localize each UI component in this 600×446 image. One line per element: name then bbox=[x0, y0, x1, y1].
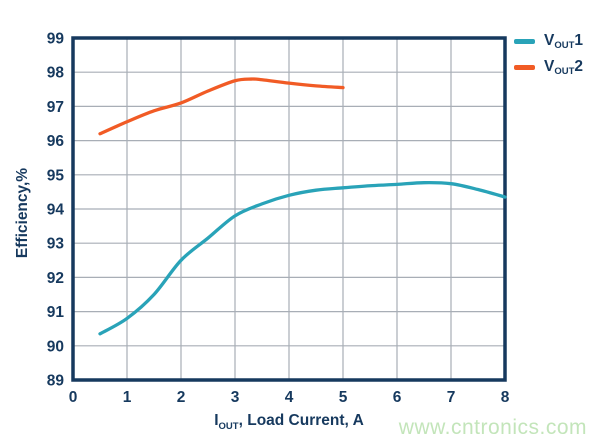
x-tick-label: 7 bbox=[447, 389, 456, 406]
x-tick-label: 5 bbox=[339, 389, 348, 406]
x-tick-label: 4 bbox=[285, 389, 294, 406]
x-tick-label: 6 bbox=[393, 389, 402, 406]
plot-border bbox=[71, 36, 507, 382]
x-axis-title-prefix: I bbox=[214, 412, 218, 429]
vout2-line-swatch bbox=[514, 65, 535, 70]
y-tick-label: 89 bbox=[47, 373, 65, 390]
x-tick-label: 3 bbox=[231, 389, 240, 406]
y-tick-label: 94 bbox=[47, 202, 65, 219]
legend-label-vout1: VOUT1 bbox=[544, 31, 584, 51]
x-axis-title-rest: , Load Current, A bbox=[239, 412, 364, 429]
vout1-line-swatch bbox=[514, 39, 535, 44]
y-tick-label: 95 bbox=[47, 167, 65, 184]
x-tick-label: 2 bbox=[177, 389, 186, 406]
legend-item-vout2: VOUT2 bbox=[514, 58, 583, 77]
y-axis-title: Efficiency,% bbox=[14, 168, 31, 258]
x-tick-label: 0 bbox=[69, 389, 78, 406]
legend-item-vout1: VOUT1 bbox=[514, 32, 583, 51]
legend: VOUT1 VOUT2 bbox=[514, 32, 583, 77]
y-tick-label: 90 bbox=[47, 338, 64, 355]
x-axis-title-subscript: OUT bbox=[219, 421, 239, 432]
series-curve-vout2 bbox=[98, 77, 345, 136]
y-tick-label: 93 bbox=[47, 236, 65, 253]
y-tick-label: 97 bbox=[47, 99, 64, 116]
series-curve-vout1 bbox=[98, 180, 507, 336]
y-tick-label: 99 bbox=[47, 31, 65, 48]
y-tick-label: 91 bbox=[47, 304, 65, 321]
y-tick-label: 96 bbox=[47, 133, 65, 150]
watermark: www.cntronics.com bbox=[398, 416, 587, 439]
y-tick-label: 98 bbox=[47, 65, 65, 82]
x-tick-label: 8 bbox=[501, 389, 510, 406]
x-axis-title: IOUT, Load Current, A bbox=[214, 412, 364, 432]
y-tick-label: 92 bbox=[47, 270, 64, 287]
legend-label-vout2: VOUT2 bbox=[544, 57, 584, 77]
x-tick-label: 1 bbox=[123, 389, 132, 406]
